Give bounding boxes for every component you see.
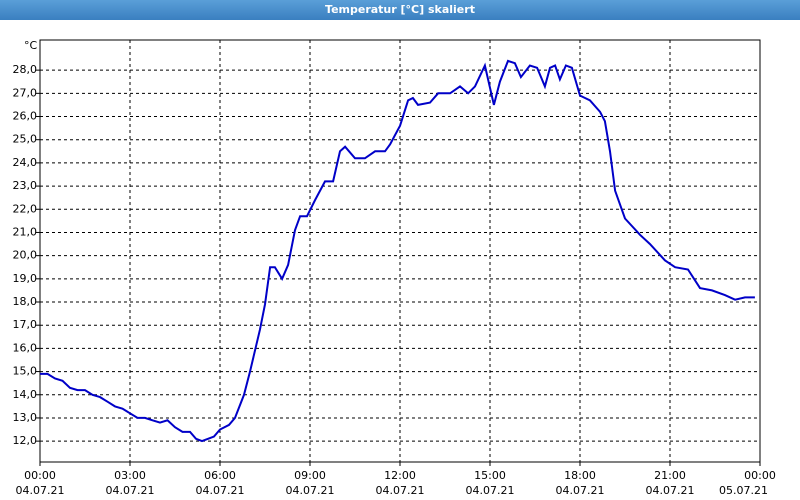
y-tick-label: 23,0: [13, 179, 38, 192]
y-tick-label: 16,0: [13, 341, 38, 354]
x-tick-label: 00:00: [744, 469, 776, 482]
x-tick-date: 05.07.21: [719, 484, 768, 497]
y-tick-label: 20,0: [13, 249, 38, 262]
x-tick-date: 04.07.21: [106, 484, 155, 497]
y-tick-label: 12,0: [13, 434, 38, 447]
y-tick-label: 17,0: [13, 318, 38, 331]
x-tick-label: 15:00: [474, 469, 506, 482]
x-tick-label: 12:00: [384, 469, 416, 482]
x-tick-label: 21:00: [654, 469, 686, 482]
x-tick-date: 04.07.21: [556, 484, 605, 497]
x-tick-label: 00:00: [24, 469, 56, 482]
y-tick-label: 27,0: [13, 86, 38, 99]
y-tick-label: 18,0: [13, 295, 38, 308]
x-tick-date: 04.07.21: [286, 484, 335, 497]
title-bar: Temperatur [°C] skaliert: [0, 0, 800, 20]
x-tick-date: 04.07.21: [466, 484, 515, 497]
y-tick-label: 15,0: [13, 365, 38, 378]
x-tick-label: 09:00: [294, 469, 326, 482]
x-tick-date: 04.07.21: [196, 484, 245, 497]
x-tick-label: 03:00: [114, 469, 146, 482]
y-tick-label: 26,0: [13, 110, 38, 123]
y-tick-label: 22,0: [13, 202, 38, 215]
y-tick-label: 14,0: [13, 388, 38, 401]
chart: °C 12,0 13,0 14,0 15,0 16,0 17,0 18,0 19,0 20,0 2…: [13, 39, 776, 497]
y-tick-label: 25,0: [13, 133, 38, 146]
line-series: [40, 59, 755, 443]
x-tick-date: 04.07.21: [16, 484, 65, 497]
x-tick-date: 04.07.21: [376, 484, 425, 497]
x-tick-label: 06:00: [204, 469, 236, 482]
y-tick-label: 21,0: [13, 225, 38, 238]
y-tick-label: 24,0: [13, 156, 38, 169]
y-tick-label: 13,0: [13, 411, 38, 424]
y-tick-label: 28,0: [13, 63, 38, 76]
x-tick-label: 18:00: [564, 469, 596, 482]
y-unit: °C: [24, 39, 38, 52]
y-tick-label: 19,0: [13, 272, 38, 285]
x-tick-date: 04.07.21: [646, 484, 695, 497]
